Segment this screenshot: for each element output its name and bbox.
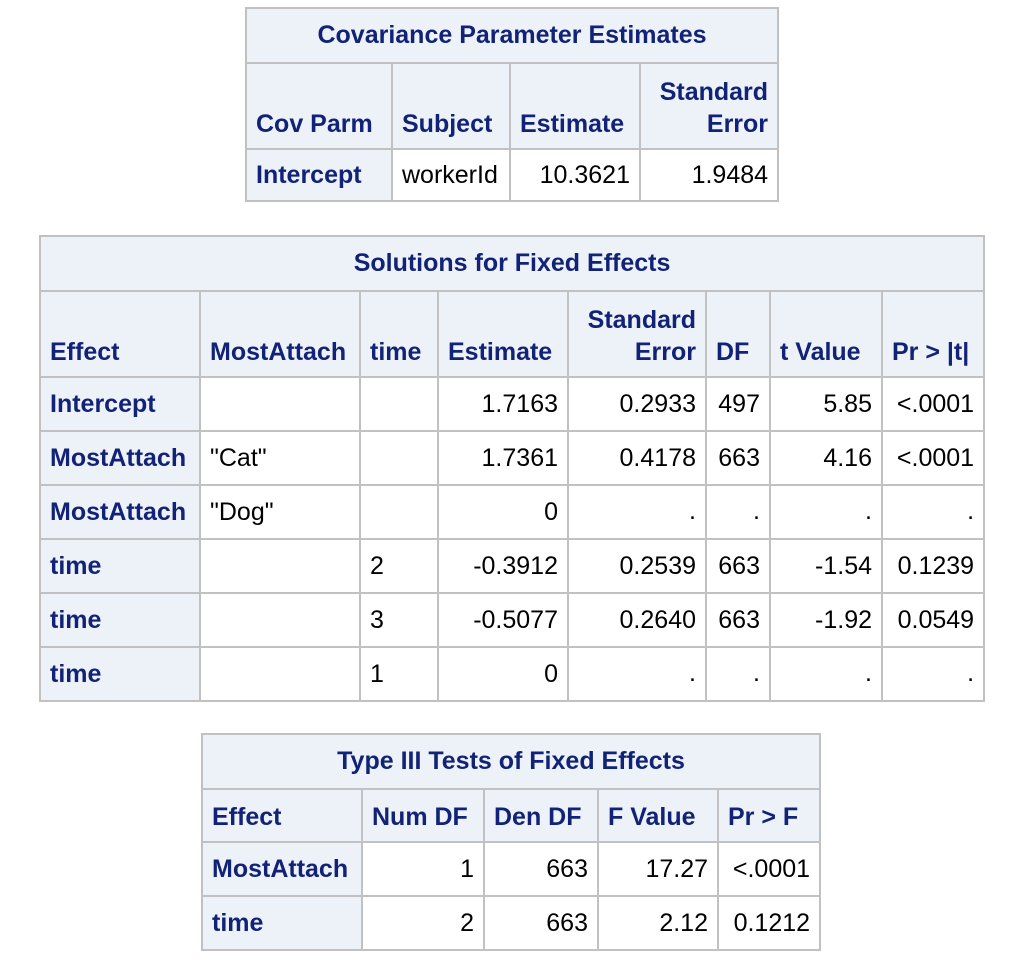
cell-num-df: 1: [361, 841, 485, 897]
row-header-effect: time: [39, 592, 201, 648]
cell-standard-error: 0.2539: [567, 538, 707, 594]
cell-time: [359, 484, 439, 540]
row-header-effect: MostAttach: [39, 430, 201, 486]
cell-standard-error: 1.9484: [638, 148, 780, 202]
col-header-effect: Effect: [39, 290, 201, 378]
cell-subject: workerId: [391, 148, 511, 202]
col-header-standard-error: Standard Error: [638, 62, 780, 150]
row-header-effect: time: [39, 538, 201, 594]
cell-num-df: 2: [361, 895, 485, 951]
cell-t-value: 4.16: [769, 430, 883, 486]
col-header-p-value: Pr > F: [716, 788, 822, 843]
cell-t-value: -1.92: [769, 592, 883, 648]
row-header-cov-parm: Intercept: [245, 148, 393, 202]
cell-most-attach: [199, 538, 361, 594]
cell-standard-error: 0.2640: [567, 592, 707, 648]
table-row: time 2 663 2.12 0.1212: [201, 895, 822, 951]
cell-p-value: 0.0549: [880, 592, 986, 648]
row-header-effect: MostAttach: [201, 841, 363, 897]
cell-standard-error: .: [567, 484, 707, 540]
covariance-parameter-table: Covariance Parameter Estimates Cov Parm …: [244, 7, 780, 202]
cell-estimate: -0.5077: [437, 592, 569, 648]
col-header-df: DF: [705, 290, 771, 378]
cell-t-value: .: [769, 484, 883, 540]
cell-p-value: <.0001: [716, 841, 822, 897]
col-header-estimate: Estimate: [509, 62, 641, 150]
cell-df: 663: [705, 430, 771, 486]
cell-most-attach: "Dog": [199, 484, 361, 540]
cell-den-df: 663: [483, 841, 599, 897]
cell-df: .: [705, 484, 771, 540]
col-header-standard-error-line1: Standard: [587, 306, 696, 334]
cell-most-attach: "Cat": [199, 430, 361, 486]
cell-standard-error: 0.4178: [567, 430, 707, 486]
cell-den-df: 663: [483, 895, 599, 951]
cell-df: 497: [705, 376, 771, 432]
col-header-standard-error-line2: Error: [706, 110, 769, 138]
type3-table-title: Type III Tests of Fixed Effects: [200, 733, 822, 790]
cell-t-value: 5.85: [769, 376, 883, 432]
cell-p-value: 0.1239: [880, 538, 986, 594]
col-header-standard-error-line1: Standard: [659, 78, 769, 106]
row-header-effect: time: [201, 895, 363, 951]
col-header-time: time: [359, 290, 439, 378]
cell-estimate: 0: [437, 646, 569, 702]
col-header-standard-error-line2: Error: [634, 338, 696, 366]
cell-estimate: 1.7163: [437, 376, 569, 432]
fixed-effects-solution-table: Solutions for Fixed Effects Effect MostA…: [38, 235, 986, 702]
cell-standard-error: 0.2933: [567, 376, 707, 432]
cell-f-value: 17.27: [597, 841, 719, 897]
cell-df: 663: [705, 592, 771, 648]
cell-t-value: -1.54: [769, 538, 883, 594]
cell-estimate: -0.3912: [437, 538, 569, 594]
table-row: MostAttach "Dog" 0 . . . .: [39, 484, 986, 540]
col-header-cov-parm: Cov Parm: [245, 62, 393, 150]
col-header-t-value: t Value: [769, 290, 883, 378]
table-row: time 1 0 . . . .: [39, 646, 986, 702]
col-header-f-value: F Value: [597, 788, 719, 843]
col-header-most-attach: MostAttach: [199, 290, 361, 378]
cell-most-attach: [199, 592, 361, 648]
cell-estimate: 1.7361: [437, 430, 569, 486]
col-header-estimate: Estimate: [437, 290, 569, 378]
cell-p-value: <.0001: [880, 376, 986, 432]
cell-estimate: 10.3621: [509, 148, 641, 202]
cell-time: [359, 376, 439, 432]
cell-p-value: .: [880, 484, 986, 540]
cell-time: 1: [359, 646, 439, 702]
col-header-effect: Effect: [201, 788, 363, 843]
cell-p-value: <.0001: [880, 430, 986, 486]
row-header-effect: MostAttach: [39, 484, 201, 540]
fixed-effects-table-title: Solutions for Fixed Effects: [38, 235, 986, 292]
type3-tests-table: Type III Tests of Fixed Effects Effect N…: [200, 733, 822, 951]
col-header-standard-error: Standard Error: [567, 290, 707, 378]
table-row: MostAttach "Cat" 1.7361 0.4178 663 4.16 …: [39, 430, 986, 486]
cell-df: .: [705, 646, 771, 702]
col-header-num-df: Num DF: [361, 788, 485, 843]
table-row: Intercept workerId 10.3621 1.9484: [245, 148, 780, 202]
cell-f-value: 2.12: [597, 895, 719, 951]
cell-standard-error: .: [567, 646, 707, 702]
cell-p-value: 0.1212: [716, 895, 822, 951]
table-row: time 3 -0.5077 0.2640 663 -1.92 0.0549: [39, 592, 986, 648]
cell-time: 3: [359, 592, 439, 648]
row-header-effect: Intercept: [39, 376, 201, 432]
cell-t-value: .: [769, 646, 883, 702]
table-row: Intercept 1.7163 0.2933 497 5.85 <.0001: [39, 376, 986, 432]
cell-time: 2: [359, 538, 439, 594]
table-row: MostAttach 1 663 17.27 <.0001: [201, 841, 822, 897]
covariance-table-title: Covariance Parameter Estimates: [244, 7, 780, 64]
col-header-subject: Subject: [391, 62, 511, 150]
cell-most-attach: [199, 646, 361, 702]
cell-most-attach: [199, 376, 361, 432]
cell-p-value: .: [880, 646, 986, 702]
table-row: time 2 -0.3912 0.2539 663 -1.54 0.1239: [39, 538, 986, 594]
cell-estimate: 0: [437, 484, 569, 540]
cell-df: 663: [705, 538, 771, 594]
cell-time: [359, 430, 439, 486]
col-header-den-df: Den DF: [483, 788, 599, 843]
col-header-p-value: Pr > |t|: [880, 290, 986, 378]
row-header-effect: time: [39, 646, 201, 702]
